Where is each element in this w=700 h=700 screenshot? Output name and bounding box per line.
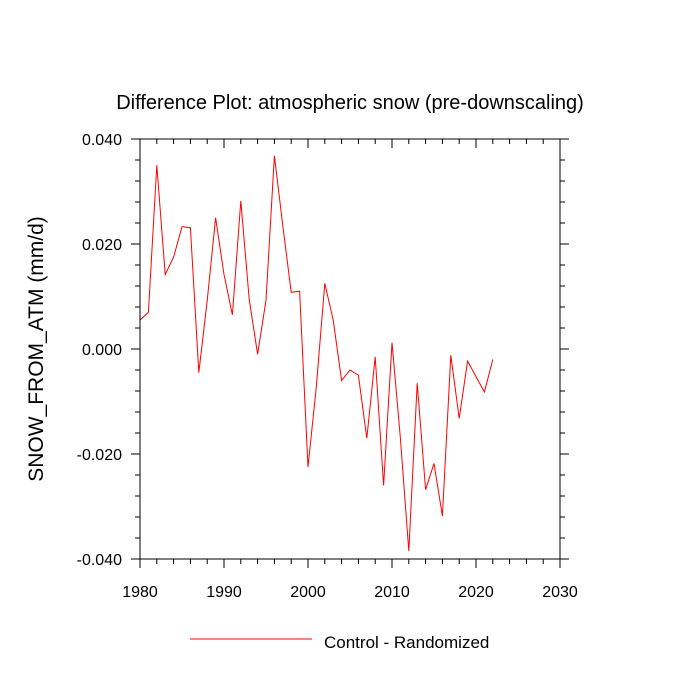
x-tick-label: 2010: [374, 584, 410, 601]
chart-title: Difference Plot: atmospheric snow (pre-d…: [116, 92, 584, 114]
legend-label: Control - Randomized: [324, 633, 489, 652]
plot-frame: [139, 138, 561, 560]
x-tick-label: 1990: [206, 584, 242, 601]
x-tick-labels: 1980 1990 2000 2010 2020 2030: [122, 584, 578, 601]
legend: Control - Randomized: [190, 633, 489, 652]
y-tick-label: 0.020: [82, 237, 122, 254]
y-tick-labels: -0.040 -0.020 0.000 0.020 0.040: [77, 132, 122, 569]
x-tick-label: 1980: [122, 584, 158, 601]
series-line-control-randomized: [139, 155, 494, 552]
y-axis-label: SNOW_FROM_ATM (mm/d): [25, 216, 48, 482]
x-tick-label: 2020: [458, 584, 494, 601]
y-tick-label: -0.020: [77, 447, 122, 464]
y-tick-label: -0.040: [77, 552, 122, 569]
axis-ticks: [131, 138, 569, 568]
y-tick-label: 0.000: [82, 342, 122, 359]
series-layer: [139, 155, 494, 552]
x-tick-label: 2000: [290, 584, 326, 601]
x-tick-label: 2030: [542, 584, 578, 601]
y-tick-label: 0.040: [82, 132, 122, 149]
